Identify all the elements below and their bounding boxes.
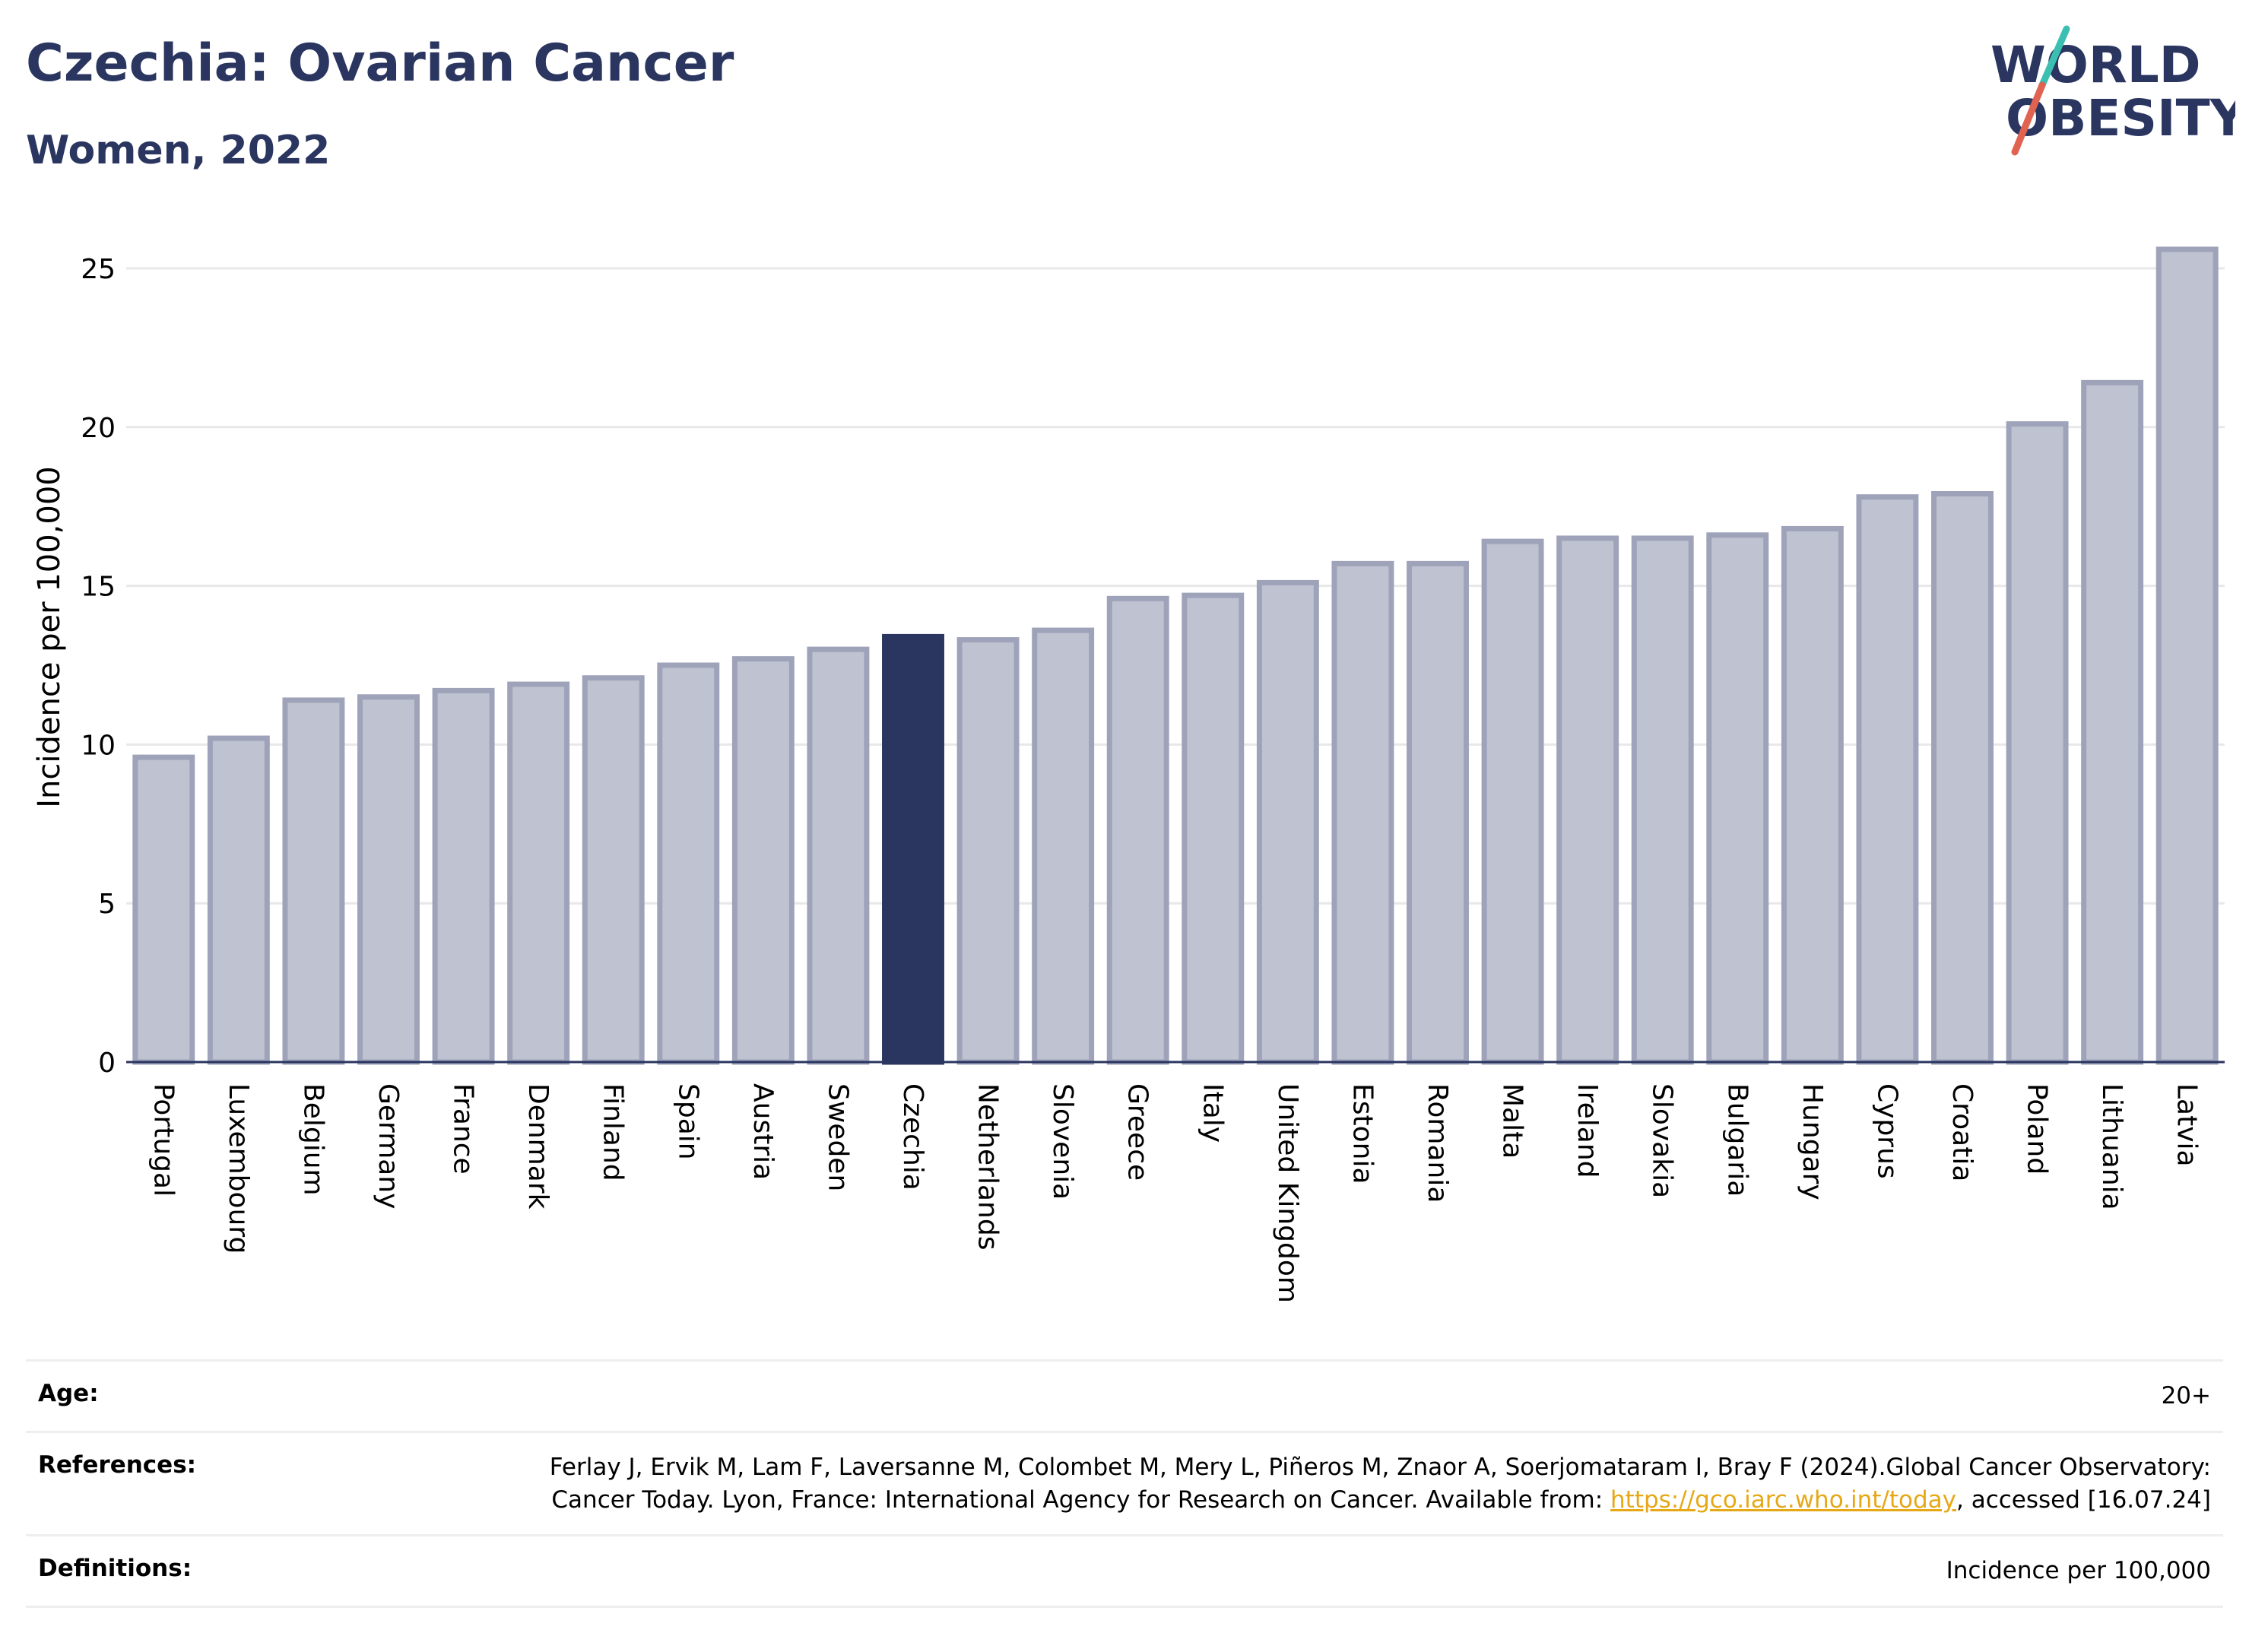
x-tick-labels: Portugal Luxembourg Belgium Germany France De… [148,1083,2202,1303]
x-tick-label: Greece [1122,1083,1153,1181]
x-tick-label: Ireland [1572,1083,1603,1178]
bar-sweden [807,646,870,1065]
x-tick-label: Denmark [522,1083,554,1210]
x-tick-label: Germany [373,1083,404,1209]
bar-slovakia [1631,535,1694,1065]
bar-romania [1407,560,1469,1065]
x-tick-label: Bulgaria [1721,1083,1753,1197]
bars [132,246,2219,1065]
bar-luxembourg [207,735,270,1065]
bar-netherlands [956,637,1020,1065]
x-tick-label: United Kingdom [1272,1083,1303,1303]
x-tick-label: Romania [1422,1083,1453,1203]
x-tick-label: Poland [2022,1083,2053,1175]
meta-row-definitions: Definitions: Incidence per 100,000 [26,1534,2223,1609]
bar-france [432,687,495,1065]
x-tick-label: Cyprus [1871,1083,1902,1179]
logo-text-world: WORLD [1990,36,2201,94]
bar-portugal [132,754,195,1065]
bar-cyprus [1856,494,1919,1065]
x-tick-label: Slovenia [1047,1083,1078,1200]
y-tick-label: 20 [81,413,116,444]
references-suffix: , accessed [16.07.24] [1956,1486,2211,1514]
definitions-label: Definitions: [38,1555,192,1583]
world-obesity-logo: WORLD OBESITY [1990,25,2235,156]
bar-united-kingdom [1256,579,1319,1065]
y-tick-label: 15 [81,572,116,603]
y-tick-labels: 0 5 10 15 20 25 [81,254,116,1079]
x-tick-label: Belgium [297,1083,328,1196]
metadata-table: Age: 20+ References: Ferlay J, Ervik M, … [26,1359,2223,1609]
bar-latvia [2155,246,2219,1065]
x-tick-label: France [448,1083,479,1175]
bar-italy [1182,592,1245,1065]
meta-row-references: References: Ferlay J, Ervik M, Lam F, La… [26,1430,2223,1535]
x-tick-label: Spain [672,1083,703,1160]
x-tick-label: Malta [1497,1083,1528,1159]
y-tick-label: 25 [81,254,116,285]
bar-hungary [1781,525,1844,1065]
x-tick-label: Portugal [148,1083,179,1197]
references-value: Ferlay J, Ervik M, Lam F, Laversanne M, … [500,1451,2211,1517]
y-tick-label: 5 [98,889,116,920]
bar-poland [2006,421,2069,1065]
bar-bulgaria [1706,532,1769,1065]
bar-denmark [507,681,570,1065]
bar-belgium [282,697,345,1065]
bar-austria [731,656,795,1065]
age-label: Age: [38,1380,99,1407]
x-tick-label: Estonia [1347,1083,1378,1184]
bar-chart: 0 5 10 15 20 25 Portugal Luxembourg Belgium Germ… [32,246,2225,1303]
y-axis-label: Incidence per 100,000 [32,466,67,808]
x-tick-label: Sweden [822,1083,853,1191]
logo-slash-red [2011,81,2046,156]
references-label: References: [38,1451,197,1479]
x-tick-label: Austria [747,1083,779,1180]
bar-estonia [1331,560,1394,1065]
bar-slovenia [1032,627,1095,1065]
references-text: Ferlay J, Ervik M, Lam F, Laversanne M, … [549,1453,2211,1514]
x-tick-label: Lithuania [2096,1083,2127,1210]
age-value: 20+ [2161,1382,2211,1409]
bar-ireland [1556,535,1619,1065]
y-tick-label: 0 [98,1048,116,1079]
x-tick-label: Hungary [1797,1083,1828,1200]
chart-title: Czechia: Ovarian Cancer [26,33,734,94]
x-tick-label: Luxembourg [223,1083,254,1254]
bar-czechia [882,633,944,1065]
bar-croatia [1931,490,1994,1065]
bar-finland [582,675,645,1065]
x-tick-label: Czechia [897,1083,928,1191]
bar-germany [357,694,420,1065]
x-tick-label: Latvia [2171,1083,2203,1167]
x-tick-label: Netherlands [972,1083,1004,1250]
x-tick-label: Italy [1197,1083,1228,1143]
definitions-value: Incidence per 100,000 [1946,1557,2211,1585]
x-tick-label: Croatia [1946,1083,1978,1181]
bar-greece [1106,595,1169,1065]
bar-lithuania [2081,379,2144,1065]
x-tick-label: Slovakia [1647,1083,1678,1198]
y-tick-label: 10 [81,730,116,761]
logo-slash-teal [2038,25,2070,89]
x-tick-label: Finland [598,1083,629,1181]
references-link[interactable]: https://gco.iarc.who.int/today [1610,1486,1956,1514]
chart-subtitle: Women, 2022 [26,128,331,173]
logo-text-obesity: OBESITY [2006,89,2235,147]
meta-row-age: Age: 20+ [26,1359,2223,1431]
bar-malta [1481,538,1544,1065]
bar-spain [657,662,720,1065]
